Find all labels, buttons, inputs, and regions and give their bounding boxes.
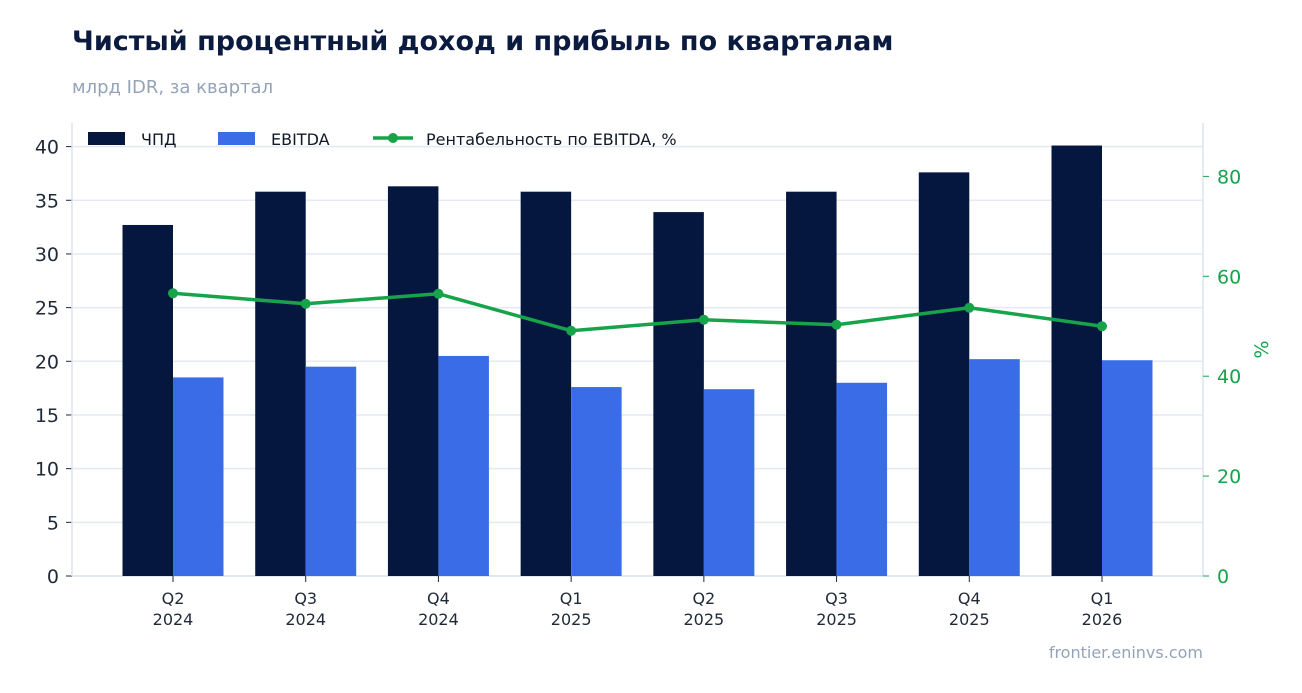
y-right-tick-label: 80 [1217,166,1241,188]
bar-ebitda [836,382,888,576]
bar-ebitda [1102,360,1153,576]
x-tick-label-year: 2025 [949,610,990,629]
legend-marker-margin [388,133,398,143]
x-tick-label: Q3 [825,589,848,608]
bar-ebitda [173,377,224,576]
margin-point [433,288,444,299]
x-tick-label: Q1 [1091,589,1114,608]
y-left-tick-label: 10 [35,459,59,481]
y-left-tick-label: 0 [47,566,59,588]
y-right-tick-label: 0 [1217,566,1229,588]
x-tick-label: Q3 [294,589,317,608]
x-tick-label-year: 2024 [285,610,326,629]
x-tick-label: Q2 [162,589,185,608]
x-tick-label-year: 2024 [418,610,459,629]
y-left-tick-label: 25 [35,298,59,320]
y-left-tick-label: 20 [35,351,59,373]
x-tick-label: Q2 [692,589,715,608]
y-right-axis-label: % [1251,340,1273,358]
bar-ebitda [571,387,622,576]
legend-label-npd: ЧПД [141,130,177,149]
y-right-tick-label: 20 [1217,466,1241,488]
bar-npd [1051,145,1102,577]
margin-point [964,302,975,313]
margin-point [566,325,577,336]
bar-npd [255,191,306,576]
y-left-tick-label: 35 [35,190,59,212]
legend-swatch-ebitda [218,132,255,145]
bar-ebitda [305,366,357,576]
bar-ebitda [969,359,1020,576]
margin-line [172,291,1103,333]
y-right-tick-label: 60 [1217,266,1241,288]
legend-label-ebitda: EBITDA [271,130,330,149]
margin-point [1097,321,1107,332]
bar-npd [520,191,572,576]
legend-label-margin: Рентабельность по EBITDA, % [426,130,677,149]
y-left-tick-label: 30 [35,244,59,266]
margin-point [831,319,842,330]
bar-npd [918,172,970,576]
bar-npd [653,212,704,576]
margin-point [698,314,709,325]
chart-title: Чистый процентный доход и прибыль по ква… [72,26,894,57]
x-tick-label-year: 2025 [816,610,857,629]
bar-npd [786,191,837,576]
bar-ebitda [438,355,489,576]
y-right-tick-label: 40 [1217,366,1241,388]
source-label: frontier.eninvs.com [1048,643,1203,662]
margin-point [168,288,178,299]
bar-npd [387,186,439,576]
y-left-tick-label: 40 [35,137,59,159]
x-tick-label-year: 2026 [1082,610,1123,629]
y-left-tick-label: 5 [47,512,59,534]
legend-swatch-npd [88,132,125,145]
x-tick-label-year: 2024 [153,610,194,629]
margin-point [300,298,311,309]
bar-ebitda [703,389,755,576]
bar-npd [122,224,173,576]
x-tick-label: Q4 [958,589,981,608]
x-tick-label: Q1 [560,589,583,608]
x-tick-label: Q4 [427,589,450,608]
y-left-tick-label: 15 [35,405,59,427]
x-tick-label-year: 2025 [551,610,592,629]
chart-subtitle: млрд IDR, за квартал [72,77,274,98]
x-tick-label-year: 2025 [683,610,724,629]
